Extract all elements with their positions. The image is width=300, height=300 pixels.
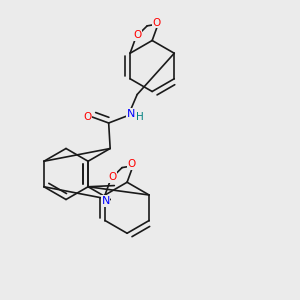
- Text: N: N: [127, 109, 135, 119]
- Text: O: O: [152, 17, 161, 28]
- Text: O: O: [108, 172, 117, 182]
- Text: O: O: [83, 112, 92, 122]
- Text: H: H: [136, 112, 143, 122]
- Text: O: O: [128, 159, 136, 169]
- Text: O: O: [134, 30, 142, 40]
- Text: N: N: [101, 196, 110, 206]
